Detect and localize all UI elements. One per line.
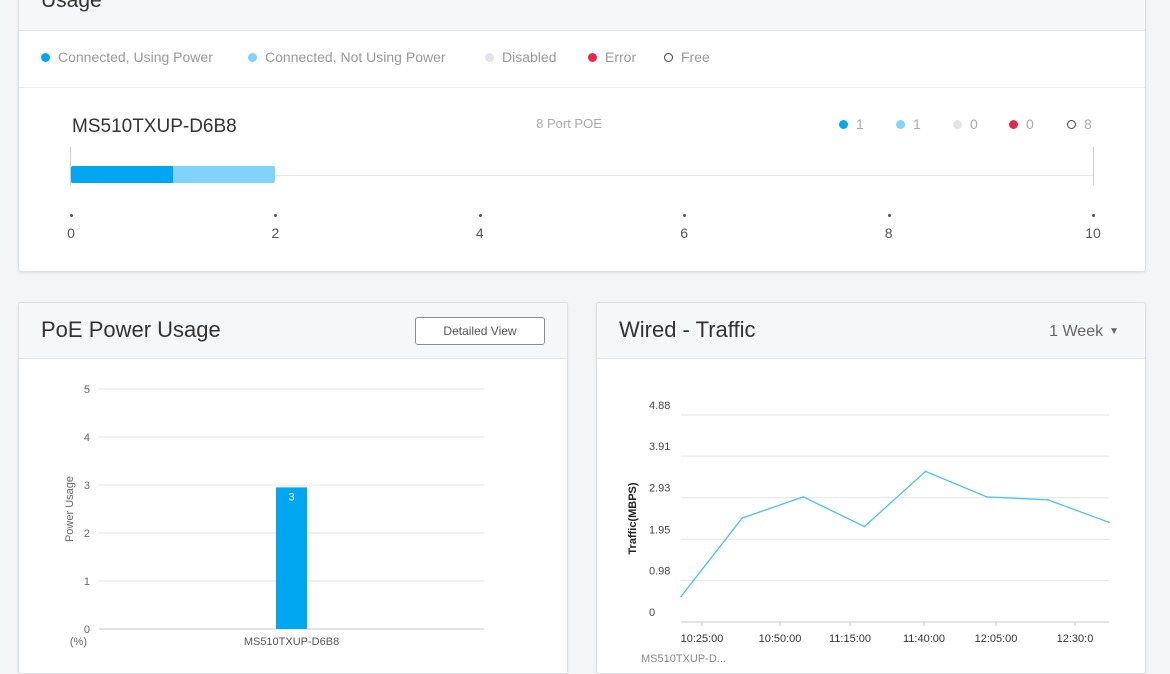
data-point <box>1047 499 1049 501</box>
legend-item-connected-not-using-power: Connected, Not Using Power <box>248 49 446 65</box>
y-tick-label: 3 <box>84 480 90 492</box>
y-tick-label: 0.98 <box>649 565 670 577</box>
count-value: 0 <box>970 116 978 132</box>
traffic-title: Wired - Traffic <box>619 317 756 342</box>
y-tick-label: 1 <box>84 576 90 588</box>
poe-power-usage-card: PoE Power Usage Detailed View 0 1 2 3 4 5 (%) P… <box>18 302 568 674</box>
legend-label: Connected, Not Using Power <box>265 49 446 65</box>
count-value: 1 <box>913 116 921 132</box>
y-axis-title: Power Usage <box>64 476 76 542</box>
traffic-header: Wired - Traffic 1 Week ▼ <box>597 303 1145 359</box>
y-tick-label: 2.93 <box>649 483 670 495</box>
count-value: 0 <box>1026 116 1034 132</box>
legend-item-connected-using-power: Connected, Using Power <box>41 49 213 65</box>
traffic-line-chart: 0 0.98 1.95 2.93 3.91 4.88 Traffic(MBPS) 10:25:… <box>627 400 1110 665</box>
x-tick-label: 12:30:0 <box>1057 633 1094 645</box>
legend-label: Disabled <box>502 49 557 65</box>
dot-icon <box>664 52 673 62</box>
axis-tick-mark <box>683 214 687 217</box>
legend-item-free: Free <box>664 49 710 65</box>
axis-tick-label: 6 <box>680 225 689 241</box>
dot-icon <box>1009 119 1018 129</box>
port-bar-not-using-power <box>173 166 276 183</box>
axis-tick-mark <box>70 214 73 217</box>
count-free: 8 <box>1067 116 1092 132</box>
usage-title: Usage <box>41 0 102 12</box>
x-tick-label: 12:05:00 <box>975 633 1018 645</box>
data-point <box>741 517 743 519</box>
port-bar-using-power <box>71 166 174 183</box>
usage-legend: Connected, Using Power Connected, Not Us… <box>19 31 1145 88</box>
y-tick-label: 5 <box>84 384 90 396</box>
axis-start-line <box>70 147 71 185</box>
legend-label: Connected, Using Power <box>58 49 213 65</box>
count-disabled: 0 <box>953 116 978 132</box>
usage-card: Usage Connected, Using Power Connected, … <box>18 0 1146 272</box>
dot-icon <box>839 119 848 129</box>
data-point <box>802 496 805 498</box>
dot-icon <box>1067 119 1076 129</box>
count-using-power: 1 <box>839 116 864 132</box>
count-not-using-power: 1 <box>896 116 921 132</box>
detailed-view-button[interactable]: Detailed View <box>415 317 545 345</box>
device-name: MS510TXUP-D6B8 <box>72 116 237 137</box>
axis-tick-label: 2 <box>271 225 280 241</box>
x-tick-label: 10:25:00 <box>681 633 724 645</box>
usage-header: Usage <box>19 0 1145 31</box>
bar <box>276 487 307 629</box>
axis-end-line <box>1093 147 1094 185</box>
data-point <box>1108 521 1110 524</box>
dot-icon <box>485 52 494 62</box>
axis-tick-mark <box>478 214 482 217</box>
y-tick-label: 3.91 <box>649 441 670 453</box>
y-tick-label: 4.88 <box>649 400 670 412</box>
wired-traffic-card: Wired - Traffic 1 Week ▼ 0 0.98 1.95 2.93 3.9… <box>596 302 1146 674</box>
time-range-dropdown[interactable]: 1 Week ▼ <box>1049 323 1119 341</box>
x-tick-label: MS510TXUP-D6B8 <box>244 636 339 648</box>
dot-icon <box>953 119 962 129</box>
time-range-value: 1 Week <box>1049 323 1104 340</box>
poe-bar-chart: 0 1 2 3 4 5 (%) Power Usage 3 MS510TXUP-D6B8 <box>64 384 484 648</box>
legend-item-disabled: Disabled <box>485 49 556 65</box>
x-tick-label: 11:40:00 <box>903 633 945 645</box>
count-value: 8 <box>1084 116 1092 132</box>
dot-icon <box>896 119 905 129</box>
port-type: 8 Port POE <box>536 116 602 131</box>
x-tick-label: 10:50:00 <box>759 633 802 645</box>
y-axis-title: Traffic(MBPS) <box>627 482 639 554</box>
legend-item-error: Error <box>588 49 636 65</box>
data-point <box>924 470 927 473</box>
axis-baseline <box>71 175 1093 176</box>
axis-tick-mark <box>274 214 278 217</box>
axis-tick-label: 8 <box>884 225 893 241</box>
dot-icon <box>41 52 50 62</box>
count-error: 0 <box>1009 116 1034 132</box>
data-point <box>985 496 988 498</box>
caret-down-icon: ▼ <box>1109 326 1119 337</box>
y-tick-label: 0 <box>649 607 655 619</box>
axis-tick-mark <box>887 214 891 217</box>
y-tick-label: 2 <box>84 528 90 540</box>
traffic-series-line <box>680 470 1110 597</box>
axis-tick-label: 10 <box>1085 225 1101 241</box>
count-value: 1 <box>856 116 864 132</box>
legend-label: Error <box>605 49 637 65</box>
bar-data-label: 3 <box>288 491 294 503</box>
y-unit-label: (%) <box>70 636 87 648</box>
y-tick-label: 4 <box>84 432 90 444</box>
series-label: MS510TXUP-D... <box>641 653 726 665</box>
poe-title: PoE Power Usage <box>41 317 221 342</box>
legend-label: Free <box>681 49 710 65</box>
axis-tick-label: 4 <box>475 225 484 241</box>
y-tick-label: 1.95 <box>649 524 670 536</box>
y-tick-label: 0 <box>84 624 90 636</box>
axis-tick-label: 0 <box>67 225 75 241</box>
dot-icon <box>588 52 597 62</box>
data-point <box>680 595 682 598</box>
dot-icon <box>248 52 257 62</box>
x-tick-label: 11:15:00 <box>829 633 871 645</box>
axis-tick-mark <box>1092 214 1095 217</box>
poe-header: PoE Power Usage Detailed View <box>19 303 567 359</box>
data-point <box>863 525 866 528</box>
